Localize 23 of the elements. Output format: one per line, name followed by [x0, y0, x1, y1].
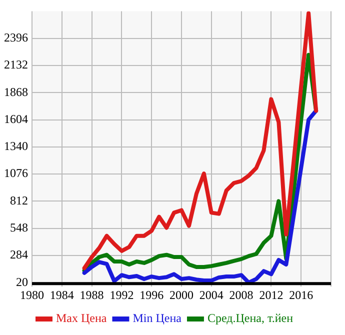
y-tick-label: 812	[10, 193, 28, 208]
y-tick-label: 2396	[4, 30, 28, 44]
y-tick-label: 284	[10, 248, 28, 262]
x-tick-label: 2008	[229, 288, 254, 302]
x-tick-label: 2004	[199, 288, 224, 302]
y-tick-label: 1076	[4, 166, 28, 180]
y-tick-label: 20	[16, 274, 28, 289]
y-tick-label: 1340	[4, 139, 28, 154]
x-tick-label: 1988	[80, 288, 104, 302]
y-tick-label: 1868	[4, 84, 28, 99]
y-tick-label: 548	[10, 220, 28, 234]
y-tick-label: 2132	[4, 58, 28, 72]
x-tick-label: 1980	[20, 288, 44, 302]
x-tick-label: 1992	[110, 288, 134, 302]
legend-label: Max Цена	[56, 311, 108, 326]
x-tick-label: 1996	[140, 288, 164, 302]
y-tick-label: 1604	[4, 112, 28, 126]
x-tick-label: 2000	[170, 288, 194, 302]
x-tick-label: 2016	[289, 288, 314, 302]
x-tick-label: 2012	[259, 288, 284, 302]
x-tick-label: 1984	[50, 288, 74, 302]
legend-label: Min Цена	[132, 311, 182, 326]
legend-label: Сред.Цена, т.йен	[207, 311, 294, 326]
